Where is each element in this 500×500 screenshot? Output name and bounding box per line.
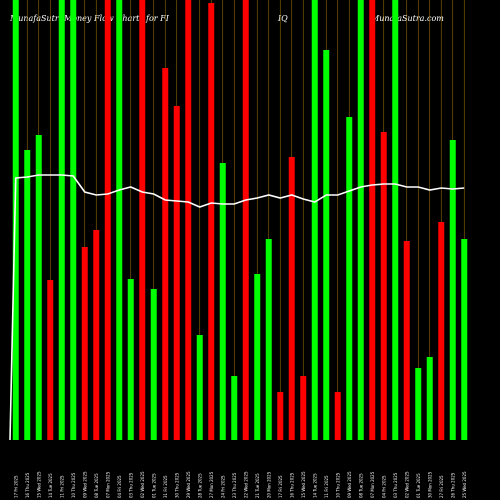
bar	[231, 376, 238, 440]
x-tick-label: 10 Thu 2025	[335, 472, 340, 498]
ticker-label: IQ	[278, 14, 288, 23]
bar	[334, 392, 341, 440]
x-tick-label: 14 Tue 2025	[312, 473, 317, 498]
price-line	[9, 174, 465, 441]
bar	[185, 0, 192, 440]
x-tick-label: 24 Fri 2025	[220, 475, 225, 498]
x-tick-label: 29 Wed 2025	[186, 471, 191, 498]
series-line	[9, 174, 465, 441]
bar	[426, 357, 433, 440]
x-tick-label: 21 Tue 2025	[255, 473, 260, 498]
x-tick-label: 20 Mon 2025	[266, 471, 271, 498]
x-tick-label: 16 Thu 2025	[25, 472, 30, 498]
x-tick-label: 15 Wed 2025	[36, 471, 41, 498]
bar	[449, 140, 456, 440]
bar	[24, 150, 31, 440]
x-tick-label: 03 Thu 2025	[128, 472, 133, 498]
bar	[392, 0, 399, 440]
x-tick-label: 17 Fri 2025	[278, 475, 283, 498]
bar	[58, 0, 65, 440]
bar	[288, 157, 295, 440]
bar	[300, 376, 307, 440]
x-tick-label: 31 Fri 2025	[163, 475, 168, 498]
x-tick-label: 30 Thu 2025	[174, 472, 179, 498]
x-tick-label: 25 Wed 2025	[462, 471, 467, 498]
x-tick-label: 11 Fri 2025	[324, 475, 329, 498]
x-tick-label: 02 Wed 2025	[404, 471, 409, 498]
bar	[81, 247, 88, 440]
bar	[346, 117, 353, 440]
bar	[70, 0, 77, 440]
bar	[438, 222, 445, 440]
x-tick-label: 27 Fri 2025	[439, 475, 444, 498]
x-tick-label: 14 Tue 2025	[48, 473, 53, 498]
bar	[265, 239, 272, 440]
x-tick-label: 09 Wed 2025	[82, 471, 87, 498]
bar	[12, 0, 19, 440]
x-tick-label: 09 Wed 2025	[347, 471, 352, 498]
bar	[219, 163, 226, 440]
bar	[461, 239, 468, 440]
bar	[208, 3, 215, 440]
bar	[150, 289, 157, 440]
x-tick-label: 08 Tue 2025	[94, 473, 99, 498]
bars	[12, 0, 468, 440]
bar	[403, 241, 410, 440]
x-tick-label: 28 Tue 2025	[197, 473, 202, 498]
x-tick-label: 23 Thu 2025	[232, 472, 237, 498]
bar	[357, 0, 364, 440]
x-tick-label: 07 Mon 2025	[370, 471, 375, 498]
bar	[116, 0, 123, 440]
x-tick-label: 15 Wed 2025	[301, 471, 306, 498]
x-tick-label: 04 Fri 2025	[117, 475, 122, 498]
bar	[93, 230, 100, 440]
bar	[35, 135, 42, 440]
bar	[369, 0, 376, 440]
x-tick-label: 04 Fri 2025	[381, 475, 386, 498]
bar	[277, 392, 284, 440]
x-tick-label: 02 Wed 2025	[140, 471, 145, 498]
bar	[47, 280, 54, 440]
x-tick-label: 11 Fri 2025	[59, 475, 64, 498]
bar	[380, 132, 387, 440]
bar	[173, 106, 180, 440]
brand-left: MunafaSutra	[10, 14, 64, 23]
tick-labels: 17 Fri 2025 16 Thu 2025 15 Wed 2025 14 Tue …	[13, 471, 467, 498]
x-tick-label: 01 Tue 2025	[151, 473, 156, 498]
bar	[127, 279, 134, 440]
brand-right: MunafaSutra.com	[371, 14, 444, 23]
bar	[242, 0, 249, 440]
x-tick-label: 07 Mon 2025	[105, 471, 110, 498]
x-tick-label: 16 Thu 2025	[289, 472, 294, 498]
x-tick-label: 17 Fri 2025	[13, 475, 18, 498]
bar	[254, 274, 261, 440]
x-tick-label: 08 Tue 2025	[358, 473, 363, 498]
x-tick-label: 03 Thu 2025	[393, 472, 398, 498]
x-tick-label: 01 Tue 2025	[416, 473, 421, 498]
bar	[323, 50, 330, 440]
bar	[104, 0, 111, 440]
x-tick-label: 26 Thu 2025	[450, 472, 455, 498]
bar	[162, 68, 169, 440]
bar	[196, 335, 203, 440]
bar	[415, 368, 422, 440]
bar	[311, 0, 318, 440]
x-tick-label: 10 Thu 2025	[71, 472, 76, 498]
x-tick-label: 30 Mon 2025	[427, 471, 432, 498]
bar	[139, 0, 146, 440]
x-tick-label: 27 Mon 2025	[209, 471, 214, 498]
x-tick-label: 22 Wed 2025	[243, 471, 248, 498]
